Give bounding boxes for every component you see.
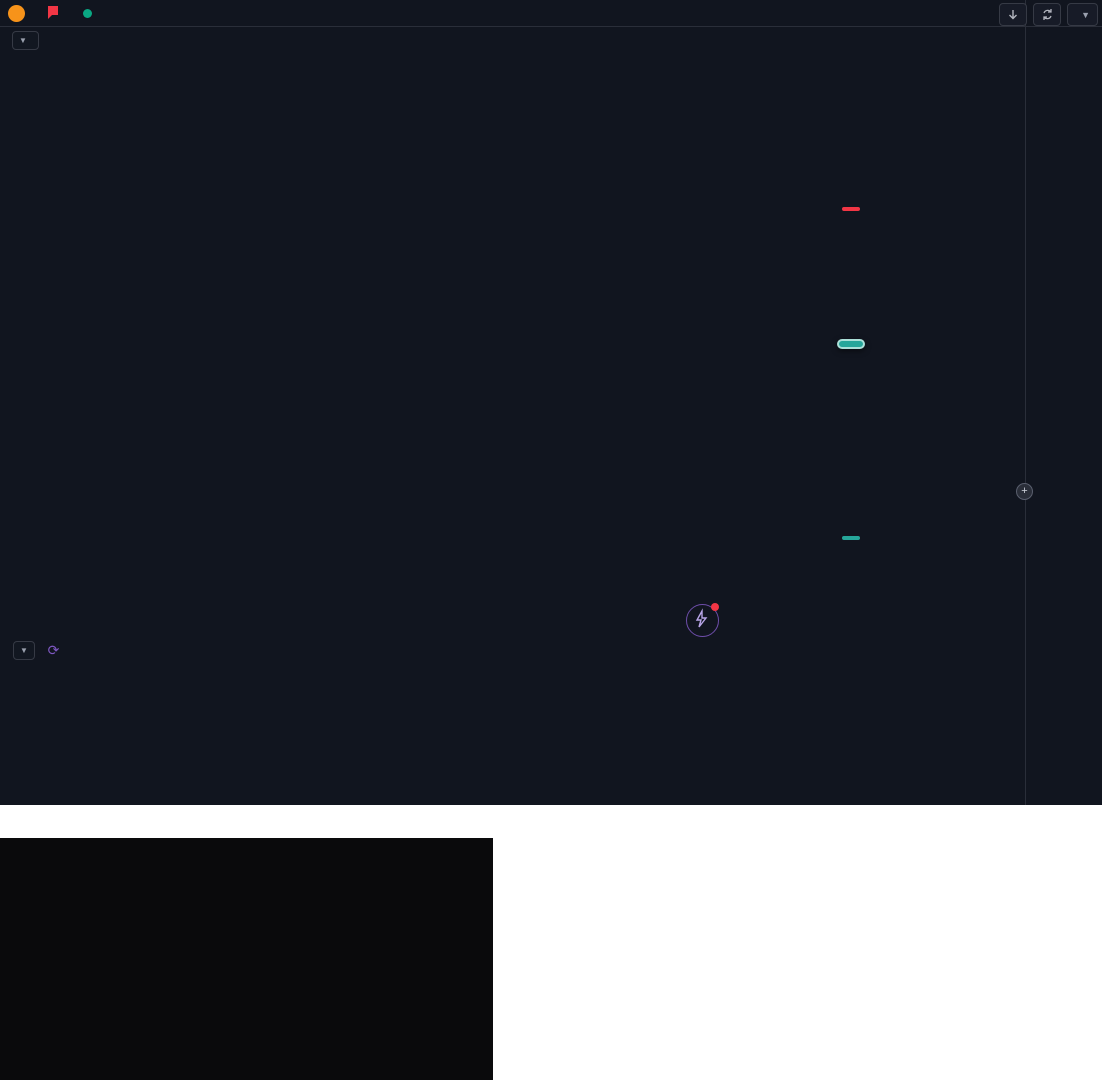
- chevron-down-icon: ▼: [1081, 9, 1090, 20]
- restore-window-icon: [1042, 9, 1052, 20]
- price-axis[interactable]: [1025, 0, 1102, 805]
- rsi-pane-collapse-chip[interactable]: ▼: [13, 641, 35, 660]
- market-status-dot: [83, 8, 92, 18]
- indicator-count-chip[interactable]: ▼: [12, 31, 39, 50]
- chevron-down-icon: ▼: [20, 646, 28, 655]
- main-chart-canvas[interactable]: [0, 0, 1102, 805]
- stop-loss-badge[interactable]: [842, 207, 860, 211]
- chart-header: ▼: [0, 0, 1102, 27]
- position-pnl-tooltip[interactable]: [837, 339, 865, 349]
- bitcoin-logo-icon: [8, 4, 25, 22]
- main-chart-panel: ▼ ▼ ▼ ⟳ +: [0, 0, 1102, 805]
- flag-icon[interactable]: [47, 6, 59, 20]
- rsi-loading-icon: ⟳: [47, 642, 60, 658]
- mini-order-chart: [0, 838, 493, 1080]
- download-button[interactable]: [999, 3, 1028, 26]
- restore-window-button[interactable]: [1033, 3, 1062, 26]
- download-arrow-icon: [1009, 9, 1018, 19]
- mini-order-labels: [0, 838, 493, 1080]
- take-profit-badge[interactable]: [842, 536, 860, 540]
- alert-dot: [711, 603, 719, 611]
- chevron-down-icon: ▼: [19, 36, 27, 45]
- volatility-alert-icon[interactable]: [686, 603, 719, 637]
- currency-selector[interactable]: ▼: [1067, 3, 1098, 26]
- add-alert-plus-icon[interactable]: +: [1016, 483, 1033, 500]
